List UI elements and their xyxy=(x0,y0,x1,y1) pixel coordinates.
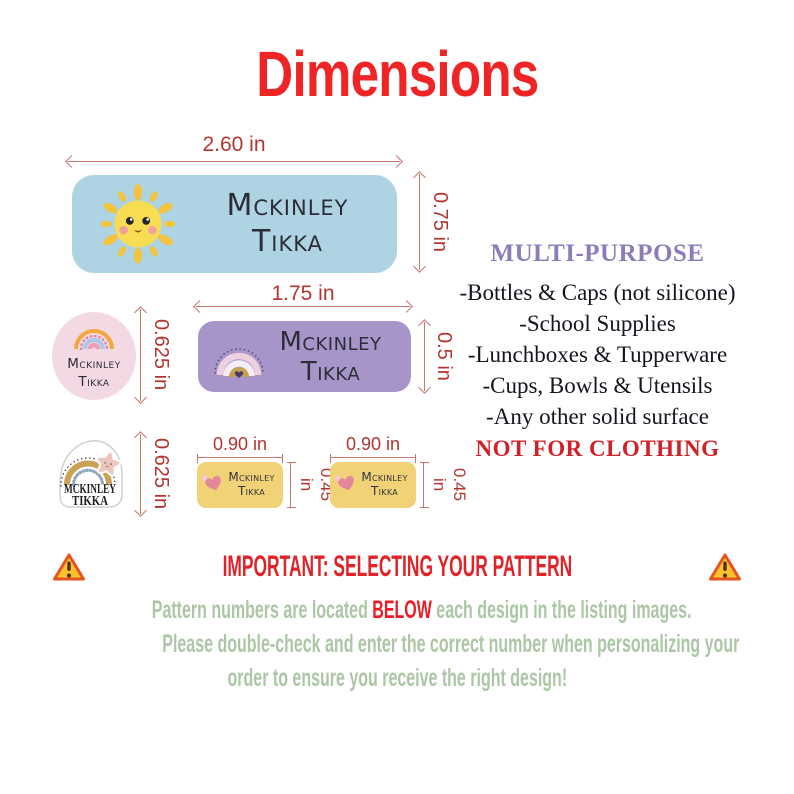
dim-arrow-width-medium xyxy=(196,306,410,307)
sticker-name-line2: Tikka xyxy=(370,484,398,498)
heart-icon xyxy=(335,475,354,491)
dim-line-width-small2 xyxy=(330,454,417,463)
sticker-round: Mckinley Tikka xyxy=(52,312,136,400)
sticker-name-line2: TIKKA xyxy=(72,493,108,508)
rainbow-star-icon: MCKINLEY TIKKA xyxy=(59,440,123,508)
dim-height-small2: 0.45 in xyxy=(430,468,469,502)
sticker-name: Mckinley Tikka xyxy=(260,327,401,387)
usage-heading: MULTI-PURPOSE xyxy=(490,240,705,267)
sticker-name-line1: Mckinley xyxy=(228,470,275,484)
dim-arrow-height-round xyxy=(140,309,141,401)
page-title-text: Dimensions xyxy=(255,38,539,110)
sticker-small-rect-1: Mckinley Tikka xyxy=(197,462,283,508)
notice-line1-highlight: BELOW xyxy=(372,596,432,624)
dim-height-medium: 0.5 in xyxy=(433,332,455,381)
sticker-name-line1: Mckinley xyxy=(361,470,408,484)
usage-item: -School Supplies xyxy=(519,311,676,336)
pattern-notice-text: Pattern numbers are located BELOW each d… xyxy=(0,593,794,695)
rainbow-icon xyxy=(74,329,114,351)
sticker-name-line2: Tikka xyxy=(251,224,324,259)
sticker-name-line1: Mckinley xyxy=(279,327,382,357)
sticker-name-line2: Tikka xyxy=(78,374,110,390)
sticker-name: Mckinley Tikka xyxy=(355,470,414,498)
warning-triangle-icon xyxy=(52,553,85,581)
usage-item: -Lunchboxes & Tupperware xyxy=(467,342,728,367)
usage-block: MULTI-PURPOSE -Bottles & Caps (not silic… xyxy=(445,240,750,464)
dim-width-small1: 0.90 in xyxy=(212,434,268,454)
sticker-name: Mckinley Tikka xyxy=(222,470,281,498)
notice-line1-before: Pattern numbers are located xyxy=(151,596,373,624)
sticker-small-rect-2: Mckinley Tikka xyxy=(330,462,416,508)
dim-height-diecut: 0.625 in xyxy=(150,438,172,510)
dim-height-round: 0.625 in xyxy=(150,319,172,391)
rainbow-icon xyxy=(214,348,264,378)
sticker-name-line1: Mckinley xyxy=(226,188,349,223)
notice-line2: Please double-check and enter the correc… xyxy=(162,630,740,658)
not-for-clothing-warning: NOT FOR CLOTHING xyxy=(475,436,720,461)
dim-height-large: 0.75 in xyxy=(429,191,451,253)
heart-icon xyxy=(202,475,221,491)
dim-width-small2: 0.90 in xyxy=(345,434,401,454)
sticker-name: Mckinley Tikka xyxy=(52,355,136,391)
page-title: Dimensions xyxy=(0,40,794,108)
sticker-name: Mckinley Tikka xyxy=(184,188,391,260)
sticker-name-line1: MCKINLEY xyxy=(64,482,116,497)
notice-line3: order to ensure you receive the right de… xyxy=(227,664,567,692)
pattern-warning-row: IMPORTANT: SELECTING YOUR PATTERN xyxy=(0,551,794,583)
usage-item: -Bottles & Caps (not silicone) xyxy=(459,280,736,305)
sticker-name-line2: Tikka xyxy=(237,484,265,498)
dim-width-large: 2.60 in xyxy=(202,133,266,156)
dim-width-medium: 1.75 in xyxy=(271,282,335,305)
notice-line1-after: each design in the listing images. xyxy=(431,596,692,624)
dim-arrow-height-large xyxy=(419,174,420,270)
usage-item: -Any other solid surface xyxy=(486,404,709,429)
sticker-name-line2: Tikka xyxy=(300,357,361,387)
warning-triangle-icon xyxy=(709,553,742,581)
dim-arrow-height-diecut xyxy=(140,434,141,514)
dim-arrow-width-large xyxy=(68,161,400,162)
dim-line-height-small1 xyxy=(287,462,296,509)
sticker-medium-rect: Mckinley Tikka xyxy=(198,321,411,392)
pattern-warning-heading: IMPORTANT: SELECTING YOUR PATTERN xyxy=(222,550,572,583)
dim-line-height-small2 xyxy=(420,462,429,509)
usage-item: -Cups, Bowls & Utensils xyxy=(482,373,713,398)
sticker-diecut: MCKINLEY TIKKA xyxy=(51,431,129,511)
dim-arrow-height-medium xyxy=(424,322,425,391)
dim-line-width-small1 xyxy=(197,454,284,463)
sticker-large-rect: Mckinley Tikka xyxy=(72,175,397,273)
sun-icon xyxy=(100,184,176,264)
sticker-name-line1: Mckinley xyxy=(67,356,121,372)
